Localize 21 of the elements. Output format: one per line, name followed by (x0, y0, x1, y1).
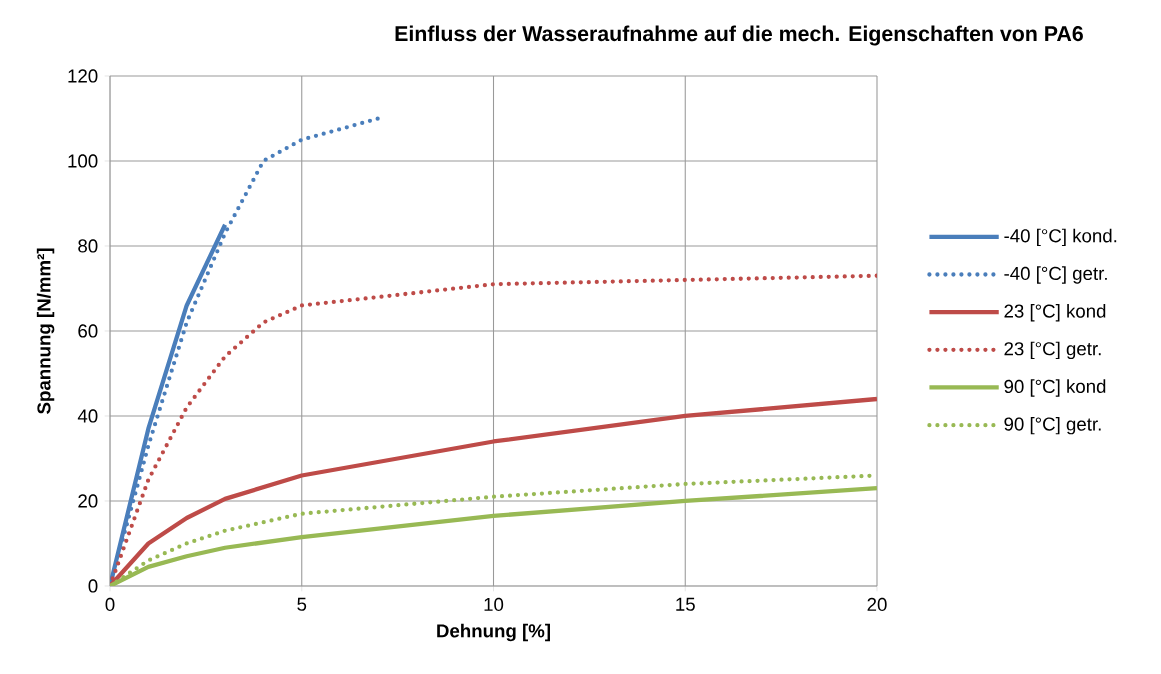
chart-title: Einfluss der Wasseraufnahme auf die mech. Eigenschaften von PA6 (395, 25, 1083, 46)
y-tick-label: 120 (68, 69, 98, 83)
legend-label: -40 [°C] kond. (1004, 228, 1117, 247)
legend-label: -40 [°C] getr. (1004, 266, 1107, 284)
legend-label: 23 [°C] getr. (1004, 341, 1101, 360)
y-tick-label: 0 (88, 579, 98, 593)
legend-label: 90 [°C] getr. (1004, 416, 1101, 435)
x-axis-title: Dehnung [%] (437, 623, 550, 642)
x-tick-label: 10 (484, 597, 504, 612)
y-tick-label: 40 (77, 409, 98, 423)
x-tick-label: 20 (867, 597, 887, 612)
y-axis-title: Spannung [N/mm²] (36, 248, 55, 414)
x-tick-label: 5 (297, 597, 307, 611)
y-tick-label: 20 (78, 494, 98, 508)
x-tick-label: 0 (105, 597, 115, 612)
legend-label: 23 [°C] kond (1004, 303, 1106, 322)
legend-label: 90 [°C] kond (1004, 379, 1106, 397)
x-tick-label: 15 (676, 597, 695, 611)
y-tick-label: 100 (68, 154, 98, 168)
y-tick-label: 80 (78, 239, 98, 253)
y-tick-label: 60 (78, 324, 98, 338)
